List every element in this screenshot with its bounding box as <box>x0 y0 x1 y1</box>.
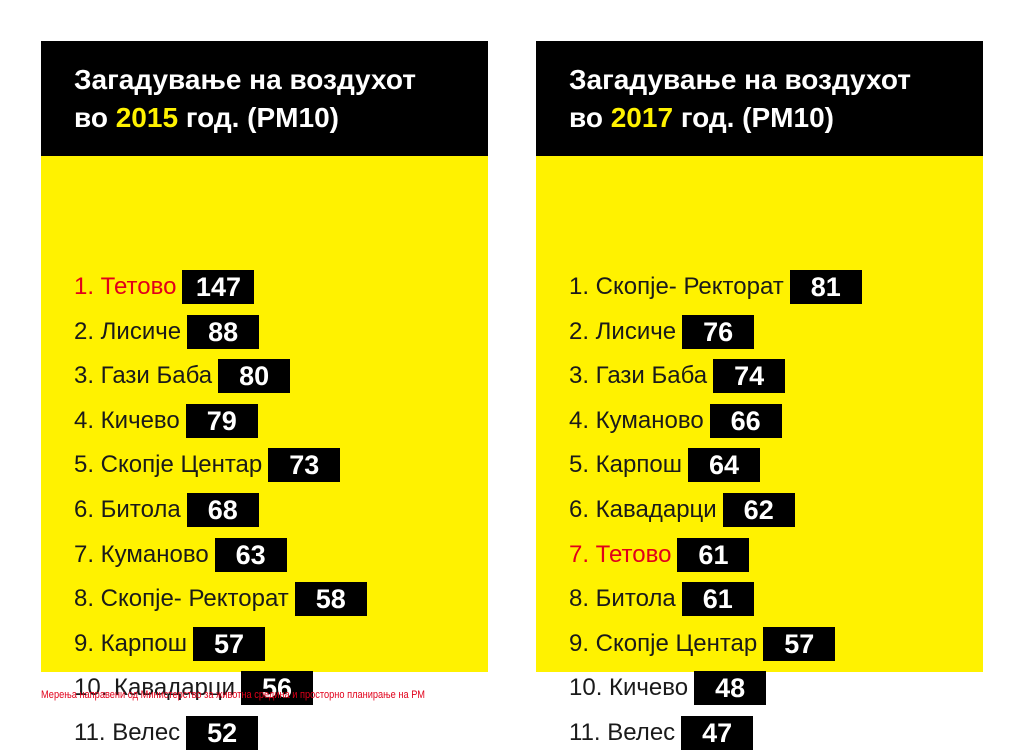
list-item: 3. Гази Баба 74 <box>569 359 786 394</box>
pm10-value: 57 <box>763 626 836 661</box>
list-item: 2. Лисиче 76 <box>569 314 755 349</box>
pm10-value: 88 <box>187 314 260 349</box>
city-name: 2. Лисиче <box>569 317 677 345</box>
pm10-value: 147 <box>182 270 255 304</box>
city-name: 7. Куманово <box>74 540 209 568</box>
list-item: 10. Кавадарци 56 <box>74 671 314 706</box>
list-item: 7. Куманово 63 <box>74 537 287 572</box>
list-item: 8. Битола 61 <box>569 582 754 617</box>
list-item: 9. Карпош 57 <box>74 626 265 661</box>
list-item: 7. Тетово 61 <box>569 537 750 572</box>
city-name: 6. Битола <box>74 496 181 523</box>
pm10-value: 63 <box>214 537 287 572</box>
pm10-value: 52 <box>186 716 259 750</box>
pm10-value: 61 <box>677 537 750 572</box>
title-suffix: год. (PM10) <box>680 102 834 133</box>
city-name: 5. Скопје Центар <box>74 451 263 479</box>
title-year: 2017 <box>610 102 674 133</box>
city-name: 11. Велес <box>569 719 676 746</box>
city-name: 6. Кавадарци <box>569 496 717 523</box>
pm10-value: 73 <box>268 448 341 483</box>
footnote: Мерења направени од Министерство за живо… <box>41 689 425 701</box>
title-line-2: во 2015 год. (PM10) <box>74 99 488 137</box>
pm10-value: 68 <box>186 493 259 527</box>
list-item: 8. Скопје- Ректорат 58 <box>74 582 367 617</box>
list-item: 4. Кичево 79 <box>74 403 258 438</box>
city-name: 9. Карпош <box>74 629 187 657</box>
city-name: 10. Кичево <box>569 674 689 702</box>
panel-2017: Загадување на воздухот во 2017 год. (PM1… <box>536 41 983 750</box>
city-name: 8. Битола <box>569 585 676 613</box>
pm10-value: 57 <box>192 626 265 661</box>
pm10-value: 56 <box>241 671 314 706</box>
city-name: 4. Куманово <box>569 406 704 434</box>
panel-header: Загадување на воздухот во 2017 год. (PM1… <box>536 41 983 156</box>
list-item: 1. Тетово 147 <box>74 270 255 304</box>
list-item: 4. Куманово 66 <box>569 403 782 438</box>
city-name: 10. Кавадарци <box>74 674 236 702</box>
list-item: 9. Скопје Центар 57 <box>569 626 836 661</box>
city-name: 5. Карпош <box>569 451 682 479</box>
pm10-value: 76 <box>682 314 755 349</box>
panel-header: Загадување на воздухот во 2015 год. (PM1… <box>41 41 488 156</box>
city-name: 8. Скопје- Ректорат <box>74 585 289 613</box>
list-item: 11. Велес 47 <box>569 716 754 750</box>
title-line-1: Загадување на воздухот <box>74 64 416 95</box>
title-prefix: во <box>569 102 603 133</box>
title-suffix: год. (PM10) <box>185 102 339 133</box>
city-name: 7. Тетово <box>569 540 672 568</box>
pm10-value: 79 <box>185 403 258 438</box>
city-name: 11. Велес <box>74 719 181 746</box>
list-item: 10. Кичево 48 <box>569 671 767 706</box>
pm10-value: 80 <box>218 359 291 394</box>
title-year: 2015 <box>115 102 179 133</box>
city-name: 2. Лисиче <box>74 317 182 345</box>
list-item: 6. Битола 68 <box>74 493 259 527</box>
title-line-2: во 2017 год. (PM10) <box>569 99 983 137</box>
pm10-value: 48 <box>694 671 767 706</box>
title-line-1: Загадување на воздухот <box>569 64 911 95</box>
city-name: 9. Скопје Центар <box>569 629 758 657</box>
pm10-value: 62 <box>722 493 795 527</box>
list-item: 2. Лисиче 88 <box>74 314 260 349</box>
pm10-value: 58 <box>294 582 367 617</box>
pm10-value: 81 <box>789 270 862 304</box>
list-item: 5. Скопје Центар 73 <box>74 448 341 483</box>
list-item: 6. Кавадарци 62 <box>569 493 795 527</box>
panel-2015: Загадување на воздухот во 2015 год. (PM1… <box>41 41 488 750</box>
title-prefix: во <box>74 102 108 133</box>
pm10-value: 74 <box>713 359 786 394</box>
pm10-value: 61 <box>681 582 754 617</box>
list-item: 11. Велес 52 <box>74 716 259 750</box>
pm10-value: 66 <box>709 403 782 438</box>
city-name: 1. Скопје- Ректорат <box>569 273 784 300</box>
pm10-value: 64 <box>687 448 760 483</box>
pm10-value: 47 <box>681 716 754 750</box>
city-name: 3. Гази Баба <box>569 362 708 390</box>
list-item: 3. Гази Баба 80 <box>74 359 291 394</box>
city-name: 4. Кичево <box>74 406 180 434</box>
list-item: 5. Карпош 64 <box>569 448 760 483</box>
city-name: 1. Тетово <box>74 273 177 300</box>
list-item: 1. Скопје- Ректорат 81 <box>569 270 862 304</box>
city-name: 3. Гази Баба <box>74 362 213 390</box>
